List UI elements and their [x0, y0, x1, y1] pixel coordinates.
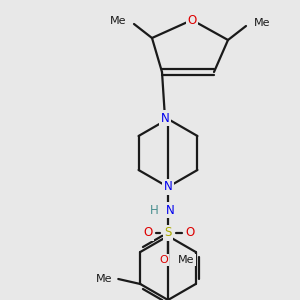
Text: O: O [185, 226, 195, 239]
Text: O: O [188, 14, 196, 26]
Text: Me: Me [254, 18, 271, 28]
Text: N: N [166, 203, 174, 217]
Text: N: N [164, 181, 172, 194]
Text: H: H [150, 203, 158, 217]
Text: O: O [160, 255, 168, 265]
Text: O: O [143, 226, 153, 239]
Text: Me: Me [96, 274, 112, 284]
Text: Me: Me [110, 16, 126, 26]
Text: S: S [164, 226, 172, 239]
Text: N: N [160, 112, 169, 124]
Text: Me: Me [178, 255, 194, 265]
